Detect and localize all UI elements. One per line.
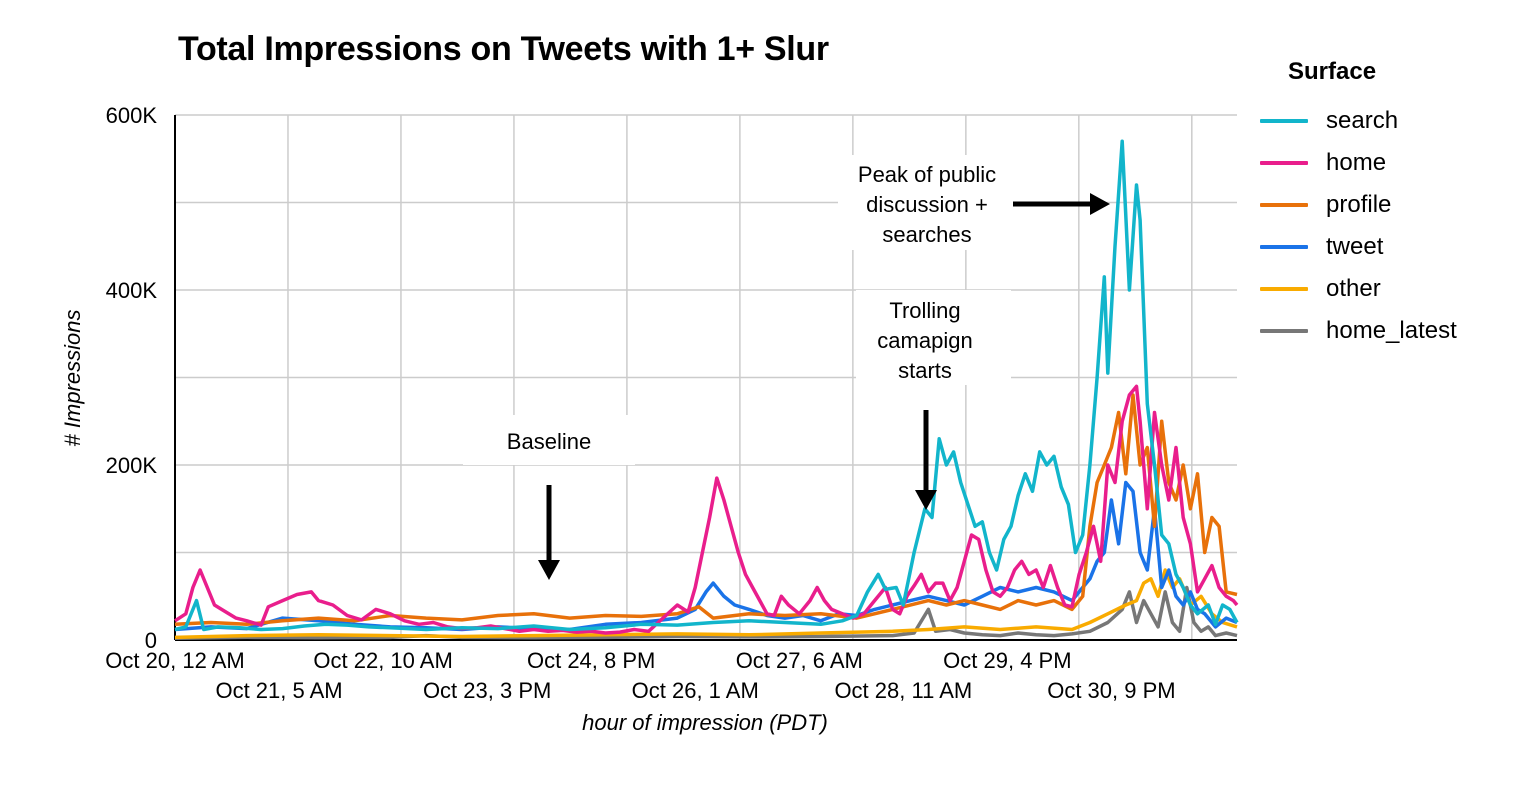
annotations: Baseline Trolling camapign starts Peak of pu… <box>463 155 1110 580</box>
annotation-text: discussion + <box>866 192 988 217</box>
y-tick-label: 400K <box>106 278 158 303</box>
y-axis-title: # Impressions <box>60 310 85 447</box>
legend-item-search: search <box>1260 100 1457 142</box>
chart-title: Total Impressions on Tweets with 1+ Slur <box>178 30 829 68</box>
legend-item-tweet: tweet <box>1260 226 1457 268</box>
y-tick-label: 0 <box>145 628 157 653</box>
legend-label: profile <box>1326 191 1392 218</box>
annotation-box <box>838 155 1016 250</box>
series-line-home <box>174 384 1239 635</box>
legend-label: tweet <box>1326 233 1384 260</box>
x-tick-label: Oct 27, 6 AM <box>736 648 863 673</box>
x-tick-label: Oct 29, 4 PM <box>943 648 1071 673</box>
annotation-arrow-head <box>1090 193 1110 215</box>
legend-swatch <box>1260 329 1308 333</box>
legend-items: search home profile tweet other home_latest <box>1260 100 1457 352</box>
x-axis: Oct 20, 12 AM Oct 21, 5 AM Oct 22, 10 AM Oc… <box>105 639 1237 703</box>
legend-label: home <box>1326 149 1387 176</box>
y-axis: 0 200K 400K 600K <box>106 103 176 653</box>
legend-item-home: home <box>1260 142 1457 184</box>
x-tick-label: Oct 28, 11 AM <box>834 678 972 703</box>
legend-swatch <box>1260 119 1308 123</box>
x-tick-label: Oct 30, 9 PM <box>1047 678 1175 703</box>
annotation-text: camapign <box>877 328 972 353</box>
legend-item-profile: profile <box>1260 184 1457 226</box>
annotation-arrow-head <box>538 560 560 580</box>
series-lines <box>174 139 1239 641</box>
legend: Surface search home profile tweet other home_… <box>1260 58 1457 352</box>
legend-swatch <box>1260 161 1308 165</box>
legend-label: home_latest <box>1326 317 1457 344</box>
x-tick-label: Oct 20, 12 AM <box>105 648 244 673</box>
legend-label: search <box>1326 107 1399 134</box>
y-tick-label: 600K <box>106 103 158 128</box>
gridlines <box>175 114 1237 640</box>
x-tick-label: Oct 22, 10 AM <box>313 648 452 673</box>
legend-title: Surface <box>1288 58 1377 85</box>
series-line-home_latest <box>174 585 1238 641</box>
annotation-arrow-head <box>915 490 937 510</box>
annotation-box <box>856 290 1011 385</box>
legend-label: other <box>1326 275 1381 302</box>
series-line-search <box>174 139 1239 632</box>
x-tick-label: Oct 21, 5 AM <box>215 678 342 703</box>
legend-item-other: other <box>1260 268 1457 310</box>
annotation-text: Baseline <box>507 429 591 454</box>
x-tick-label: Oct 26, 1 AM <box>632 678 759 703</box>
legend-swatch <box>1260 287 1308 291</box>
annotation-text: Peak of public <box>858 162 996 187</box>
annotation-box <box>463 415 635 465</box>
legend-swatch <box>1260 245 1308 249</box>
x-axis-title: hour of impression (PDT) <box>582 710 828 735</box>
legend-swatch <box>1260 203 1308 207</box>
legend-item-home_latest: home_latest <box>1260 310 1457 352</box>
x-tick-label: Oct 23, 3 PM <box>423 678 551 703</box>
annotation-text: starts <box>898 358 952 383</box>
annotation-text: searches <box>882 222 971 247</box>
y-tick-label: 200K <box>106 453 158 478</box>
annotation-text: Trolling <box>889 298 960 323</box>
x-tick-label: Oct 24, 8 PM <box>527 648 655 673</box>
